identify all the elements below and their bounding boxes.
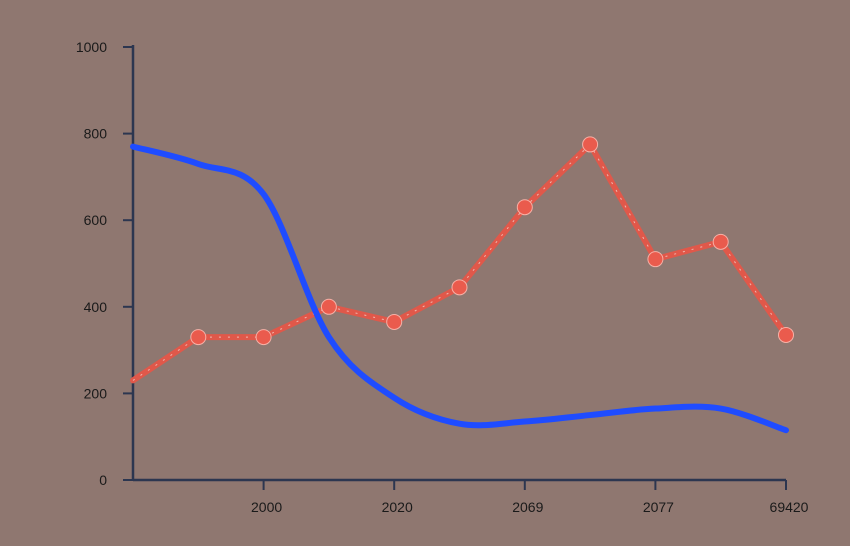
series-line-red — [130, 141, 789, 384]
data-point — [320, 298, 337, 315]
y-tick-label: 400 — [84, 299, 108, 315]
x-tick-label: 69420 — [770, 499, 809, 515]
data-point — [582, 136, 599, 153]
series-line-blue — [130, 143, 789, 434]
axes — [131, 45, 786, 482]
series-1 — [130, 143, 789, 434]
data-point — [386, 313, 403, 330]
series-layer — [130, 136, 794, 434]
y-tick-label: 800 — [84, 126, 108, 142]
data-point — [451, 279, 468, 296]
data-point — [647, 251, 664, 268]
series-line-red-highlight — [132, 143, 787, 381]
y-tick-label: 1000 — [76, 39, 107, 55]
x-tick-label: 2069 — [512, 499, 543, 515]
data-point — [712, 233, 729, 250]
series-0 — [130, 136, 794, 384]
y-tick-label: 0 — [99, 472, 107, 488]
y-axis-ticks: 0 200 400 600 800 1000 — [76, 39, 133, 488]
x-axis-ticks: 2000 2020 2069 2077 69420 — [251, 480, 809, 515]
data-point — [516, 199, 533, 216]
data-point — [255, 329, 272, 346]
y-tick-label: 200 — [84, 385, 108, 401]
data-point — [190, 329, 207, 346]
x-tick-label: 2000 — [251, 499, 282, 515]
data-point — [778, 326, 794, 343]
x-tick-label: 2077 — [643, 499, 674, 515]
x-tick-label: 2020 — [382, 499, 413, 515]
y-tick-label: 600 — [84, 212, 108, 228]
